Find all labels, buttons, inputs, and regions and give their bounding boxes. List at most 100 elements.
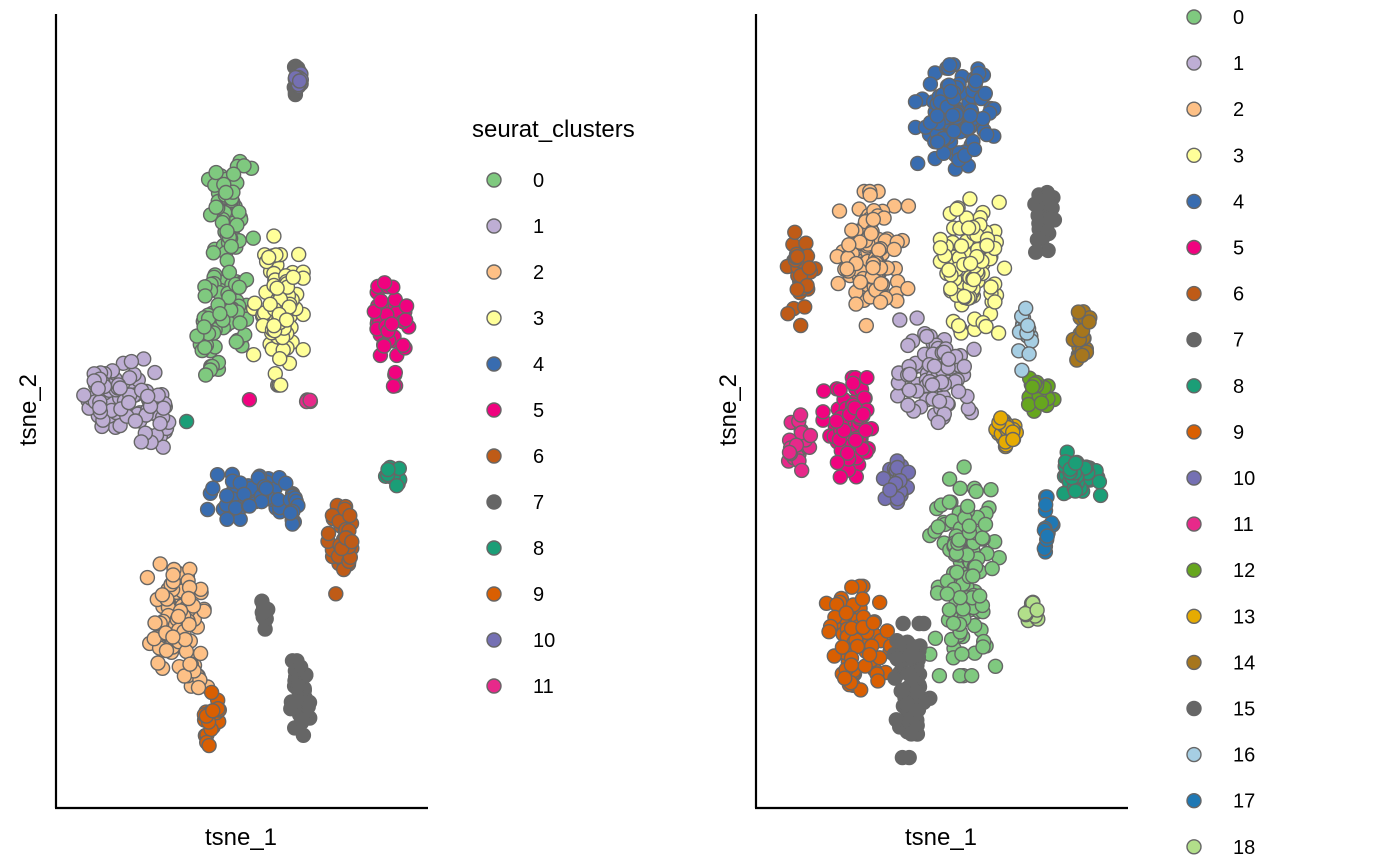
data-point (839, 261, 855, 277)
data-point (289, 693, 305, 709)
legend-swatch (1186, 562, 1202, 578)
data-point (389, 478, 405, 494)
data-point (91, 399, 108, 416)
series-cluster-15 (886, 615, 938, 766)
legend-item-7: 7 (486, 492, 544, 514)
data-point (177, 631, 193, 648)
legend-swatch (486, 632, 502, 648)
data-point (926, 358, 943, 374)
data-point (861, 647, 878, 663)
y-axis-title: tsne_2 (715, 374, 742, 446)
data-point (219, 511, 235, 527)
data-point (1029, 602, 1045, 618)
data-point (320, 525, 337, 542)
series-cluster-11 (298, 392, 318, 410)
series-cluster-6 (320, 497, 360, 602)
legend-item-0: 0 (1186, 7, 1244, 29)
data-point (900, 198, 917, 214)
data-point (205, 480, 221, 496)
data-point (977, 516, 994, 533)
legend-swatch (1186, 516, 1202, 532)
legend-item-3: 3 (1186, 145, 1244, 167)
data-point (1027, 244, 1044, 260)
data-point (1040, 188, 1057, 204)
data-point (121, 370, 138, 386)
data-point (977, 85, 993, 102)
data-point (991, 194, 1007, 211)
data-point (865, 615, 882, 631)
legend-item-3: 3 (486, 308, 544, 330)
series-cluster-11 (780, 407, 819, 479)
data-point (154, 587, 171, 603)
legend-item-18: 18 (1186, 837, 1255, 859)
series-cluster-16 (1011, 300, 1040, 378)
legend-item-10: 10 (1186, 468, 1255, 490)
data-point (932, 240, 949, 256)
data-point (190, 679, 207, 696)
data-point (223, 238, 240, 255)
legend-swatch (486, 494, 502, 510)
data-point (962, 255, 979, 272)
data-point (952, 590, 968, 606)
data-point (245, 347, 262, 363)
legend-label: 0 (1233, 7, 1244, 29)
data-point (832, 469, 848, 485)
data-point (1067, 455, 1084, 471)
data-point (983, 279, 999, 295)
legend-label: 9 (1233, 422, 1244, 444)
legend-swatch (1186, 101, 1202, 117)
data-point (127, 413, 144, 429)
data-point (196, 319, 212, 335)
legend-label: 17 (1233, 791, 1255, 813)
legend-swatch (486, 678, 502, 694)
data-point (821, 624, 837, 640)
data-point (376, 338, 392, 354)
data-point (910, 155, 926, 172)
legend-swatch (1186, 700, 1202, 717)
series-cluster-8 (178, 413, 408, 494)
series-cluster-7 (1027, 184, 1063, 260)
data-point (993, 410, 1009, 426)
data-point (1014, 362, 1030, 378)
legend-label: 18 (1233, 837, 1255, 859)
series-cluster-0 (189, 153, 262, 383)
data-point (152, 415, 168, 432)
data-point (886, 241, 902, 258)
legend-label: 11 (533, 676, 554, 698)
legend-label: 11 (1233, 514, 1254, 536)
data-point (397, 312, 414, 328)
data-point (946, 123, 962, 139)
data-point (841, 237, 857, 253)
data-point (966, 341, 982, 357)
legend-label: 13 (1233, 606, 1255, 628)
data-point (903, 726, 919, 742)
data-point (1021, 346, 1037, 362)
data-point (266, 318, 282, 334)
series-cluster-4 (199, 466, 306, 532)
legend-item-15: 15 (1186, 699, 1255, 721)
series-cluster-10 (287, 66, 309, 94)
data-point (879, 623, 895, 639)
data-point (273, 377, 289, 393)
legend-item-5: 5 (1186, 238, 1244, 260)
data-point (848, 296, 864, 312)
data-point (816, 383, 832, 399)
data-point (254, 604, 270, 621)
data-point (387, 364, 403, 381)
legend-swatch (1186, 55, 1202, 71)
data-point (959, 120, 976, 136)
data-point (908, 703, 924, 719)
data-point (384, 316, 400, 332)
data-point (376, 275, 393, 291)
data-point (1019, 317, 1036, 334)
data-point (1081, 314, 1097, 330)
data-point (978, 318, 994, 335)
x-axis-title: tsne_1 (205, 824, 277, 851)
series-cluster-13 (988, 410, 1024, 455)
data-point (205, 245, 222, 261)
data-point (892, 312, 908, 328)
data-point (269, 280, 285, 296)
data-point (909, 684, 925, 701)
data-point (929, 134, 946, 150)
legend-label: 9 (533, 584, 544, 606)
